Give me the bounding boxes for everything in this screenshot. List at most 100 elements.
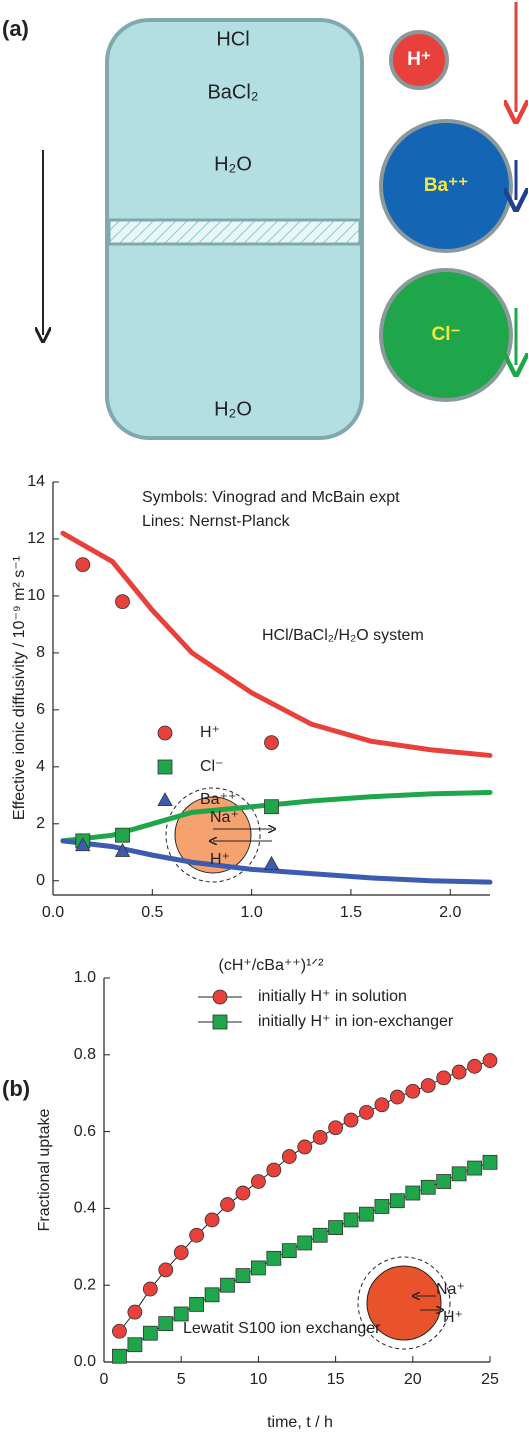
- x-axis-label: time, t / h: [267, 1414, 333, 1431]
- marker: [266, 1250, 282, 1266]
- x-tick-label: 2.0: [439, 904, 461, 921]
- marker: [281, 1149, 297, 1164]
- marker: [115, 594, 130, 610]
- annotation: H⁺: [443, 1309, 463, 1326]
- marker: [343, 1112, 359, 1128]
- ion: [379, 268, 513, 402]
- annotation: Lewatit S100 ion exchanger: [183, 1320, 381, 1337]
- marker: [405, 1083, 421, 1099]
- model-line: [60, 530, 493, 758]
- panel-label: (a): [2, 16, 29, 41]
- membrane: [107, 218, 362, 246]
- legend-marker: [157, 725, 173, 741]
- marker: [115, 827, 130, 843]
- x-tick-label: 25: [481, 1371, 499, 1388]
- marker: [343, 1212, 359, 1228]
- marker: [220, 1277, 235, 1293]
- legend-label: initially H⁺ in solution: [258, 988, 407, 1005]
- legend-marker: [212, 989, 228, 1005]
- insets: [165, 787, 451, 1350]
- x-tick-label: 0: [100, 1371, 109, 1388]
- content: BaCl₂: [207, 81, 258, 103]
- y-tick-label: 0.8: [74, 1046, 96, 1063]
- marker: [114, 843, 131, 857]
- inset-particle: [366, 1265, 442, 1341]
- annotation: HCl/BaCl₂/H₂O system: [262, 627, 424, 644]
- y-tick-label: 0.0: [74, 1353, 96, 1370]
- marker: [235, 1268, 251, 1283]
- marker: [235, 1185, 251, 1201]
- annotation: H⁺: [210, 851, 230, 868]
- marker: [220, 1197, 235, 1212]
- y-tick-label: 0: [36, 872, 45, 889]
- x-tick-label: 0.5: [141, 904, 163, 921]
- y-tick-label: 0.2: [74, 1276, 96, 1293]
- inset-particle: [174, 796, 252, 874]
- marker: [328, 1220, 344, 1235]
- marker: [112, 1323, 127, 1339]
- x-tick-label: 0.0: [42, 904, 64, 921]
- marker: [264, 799, 279, 815]
- marker: [75, 837, 91, 852]
- marker: [451, 1166, 467, 1182]
- y-axis-label: Effective ionic diffusivity / 10⁻⁹ m² s⁻…: [11, 556, 28, 820]
- y-tick-label: 4: [36, 758, 45, 775]
- marker: [142, 1325, 158, 1341]
- marker: [436, 1070, 452, 1086]
- marker: [189, 1297, 205, 1312]
- x-tick-label: 15: [327, 1371, 345, 1388]
- content: HCl: [216, 28, 249, 50]
- annotation: Na⁺: [436, 1281, 465, 1298]
- marker: [297, 1235, 313, 1251]
- annotation: Lines: Nernst-Planck: [142, 513, 291, 530]
- marker: [312, 1129, 328, 1145]
- x-tick-label: 1.0: [241, 904, 263, 921]
- legend-label: Ba⁺⁺: [200, 791, 236, 808]
- y-tick-label: 1.0: [74, 969, 96, 986]
- marker: [264, 735, 279, 751]
- marker: [482, 1053, 498, 1068]
- marker: [359, 1206, 374, 1222]
- marker: [204, 1287, 220, 1303]
- marker: [374, 1097, 390, 1113]
- y-tick-label: 0.4: [74, 1200, 96, 1217]
- marker: [467, 1058, 482, 1074]
- y-tick-label: 2: [36, 815, 45, 832]
- marker: [482, 1154, 498, 1170]
- x-tick-label: 10: [250, 1371, 268, 1388]
- x-tick-label: 5: [177, 1371, 186, 1388]
- marker: [158, 1316, 174, 1331]
- model-line: [60, 838, 493, 885]
- y-axis-label: Fractional uptake: [36, 1109, 53, 1232]
- marker: [127, 1337, 143, 1353]
- content: H₂O: [214, 153, 252, 175]
- inset-shell: [165, 787, 261, 883]
- marker: [436, 1174, 452, 1189]
- marker: [75, 557, 91, 572]
- marker: [266, 1162, 282, 1178]
- legend-marker: [212, 1014, 228, 1030]
- legend-marker: [157, 759, 173, 775]
- ion-label: Ba⁺⁺: [424, 175, 468, 196]
- annotation: Symbols: Vinograd and McBain expt: [142, 489, 400, 506]
- marker: [297, 1139, 313, 1155]
- marker: [127, 1304, 143, 1320]
- ion: [379, 119, 513, 253]
- marker: [389, 1089, 405, 1105]
- marker: [328, 1120, 344, 1136]
- content: H₂O: [214, 398, 252, 420]
- marker: [142, 1281, 158, 1297]
- marker: [263, 855, 280, 870]
- marker: [173, 1306, 189, 1322]
- marker: [359, 1105, 374, 1120]
- marker: [405, 1185, 421, 1201]
- marker: [374, 1199, 390, 1214]
- legend-label: initially H⁺ in ion-exchanger: [258, 1013, 454, 1030]
- marker: [467, 1160, 482, 1176]
- marker: [389, 1193, 405, 1209]
- marker: [281, 1243, 297, 1259]
- ion: [389, 30, 449, 90]
- marker: [451, 1064, 467, 1080]
